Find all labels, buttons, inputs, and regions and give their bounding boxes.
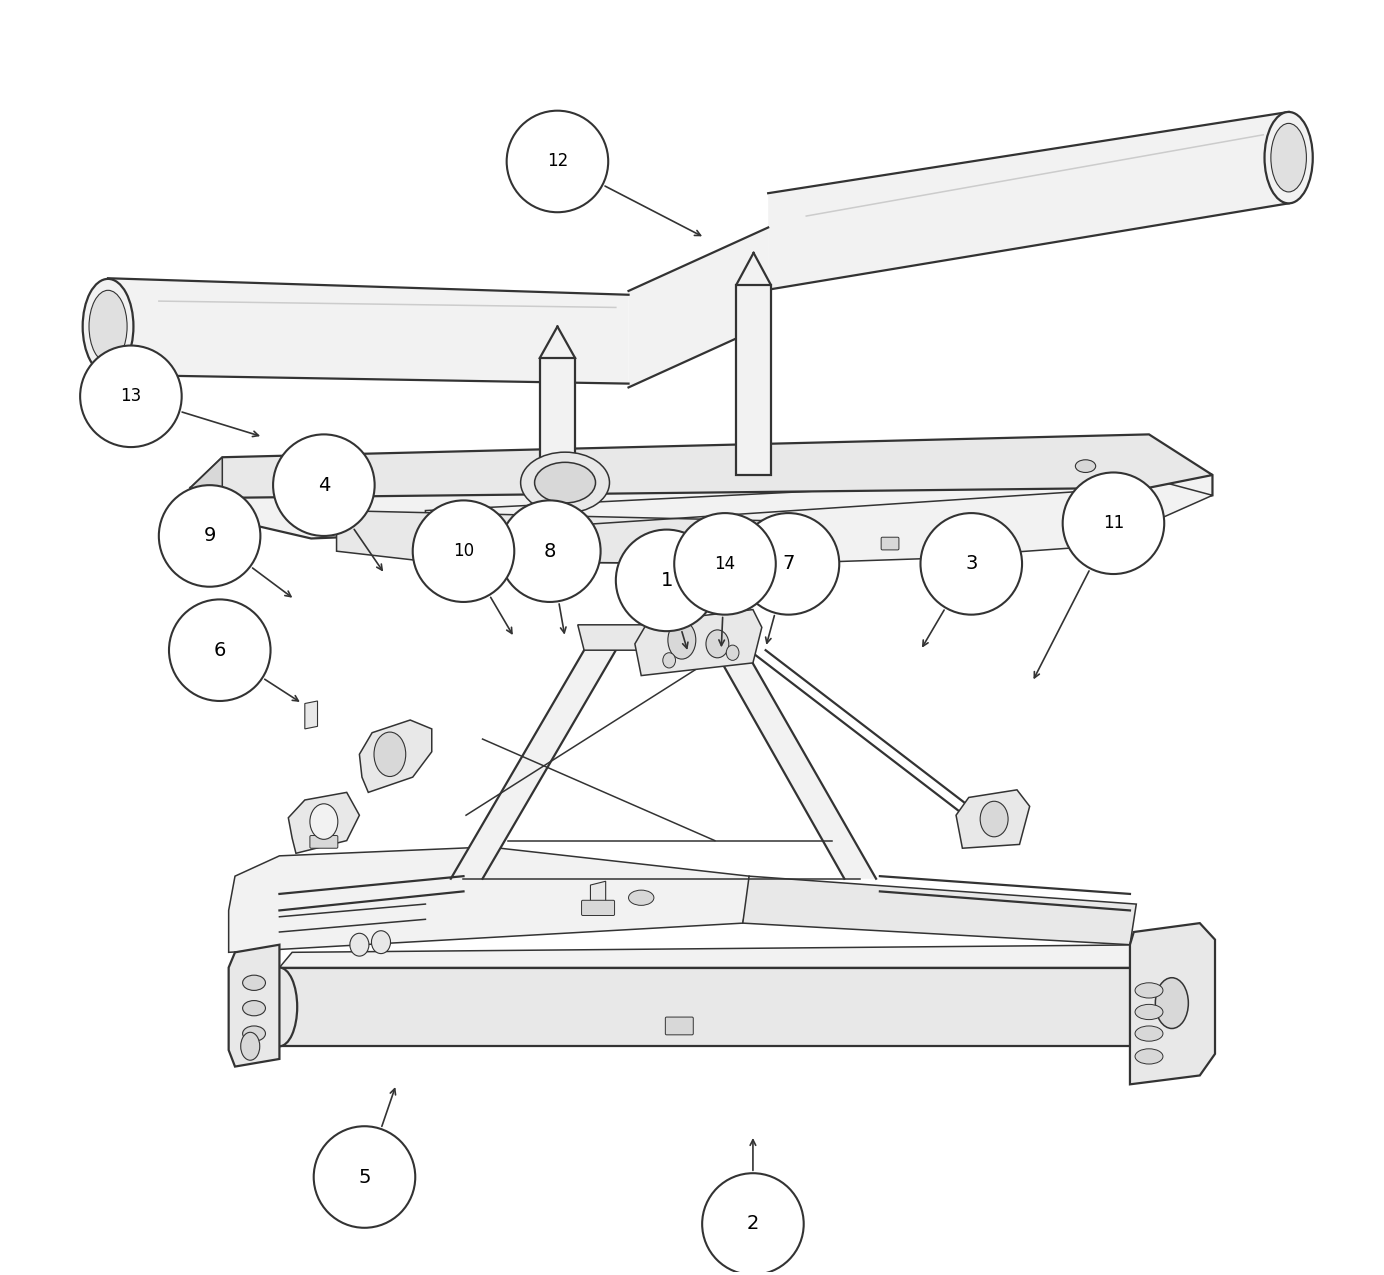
Text: 4: 4 bbox=[318, 476, 329, 495]
Text: 11: 11 bbox=[1103, 514, 1124, 532]
Ellipse shape bbox=[706, 630, 729, 658]
Polygon shape bbox=[425, 476, 1212, 564]
Ellipse shape bbox=[1265, 112, 1313, 203]
Ellipse shape bbox=[242, 1026, 266, 1042]
FancyBboxPatch shape bbox=[882, 537, 900, 550]
Ellipse shape bbox=[520, 453, 609, 513]
Polygon shape bbox=[280, 876, 464, 910]
Polygon shape bbox=[288, 792, 360, 853]
Polygon shape bbox=[451, 650, 616, 878]
Text: 3: 3 bbox=[965, 555, 977, 574]
Text: 14: 14 bbox=[714, 555, 735, 572]
Text: 10: 10 bbox=[453, 542, 475, 560]
FancyBboxPatch shape bbox=[310, 835, 338, 848]
Circle shape bbox=[738, 513, 839, 615]
Ellipse shape bbox=[89, 291, 127, 362]
Polygon shape bbox=[191, 435, 1212, 497]
Text: 8: 8 bbox=[544, 542, 556, 561]
Ellipse shape bbox=[242, 975, 266, 991]
Polygon shape bbox=[360, 720, 432, 792]
Polygon shape bbox=[108, 278, 628, 384]
Polygon shape bbox=[628, 227, 768, 388]
Polygon shape bbox=[1129, 923, 1215, 1084]
Ellipse shape bbox=[241, 1033, 260, 1061]
Polygon shape bbox=[228, 945, 280, 1067]
Circle shape bbox=[702, 1173, 804, 1275]
Circle shape bbox=[507, 111, 608, 212]
Ellipse shape bbox=[371, 931, 390, 954]
Ellipse shape bbox=[1271, 124, 1306, 193]
Ellipse shape bbox=[668, 621, 696, 659]
Ellipse shape bbox=[262, 968, 298, 1047]
Text: 5: 5 bbox=[358, 1168, 371, 1187]
Circle shape bbox=[412, 500, 515, 602]
Polygon shape bbox=[736, 284, 771, 476]
Polygon shape bbox=[336, 510, 768, 564]
Ellipse shape bbox=[1135, 1005, 1163, 1020]
Polygon shape bbox=[317, 812, 331, 843]
Polygon shape bbox=[540, 358, 576, 488]
Polygon shape bbox=[191, 458, 223, 510]
Circle shape bbox=[159, 486, 260, 586]
Ellipse shape bbox=[350, 933, 370, 956]
Ellipse shape bbox=[1075, 460, 1096, 473]
Circle shape bbox=[273, 435, 375, 536]
Circle shape bbox=[616, 529, 717, 631]
Circle shape bbox=[920, 513, 1021, 615]
Ellipse shape bbox=[242, 1001, 266, 1016]
FancyBboxPatch shape bbox=[666, 1017, 693, 1035]
Polygon shape bbox=[591, 881, 606, 910]
Ellipse shape bbox=[1156, 978, 1189, 1029]
Circle shape bbox=[169, 599, 270, 701]
Text: 6: 6 bbox=[213, 641, 226, 659]
Polygon shape bbox=[280, 945, 1161, 968]
Ellipse shape bbox=[980, 801, 1008, 836]
Ellipse shape bbox=[663, 653, 675, 668]
Ellipse shape bbox=[310, 803, 338, 839]
Ellipse shape bbox=[727, 645, 739, 660]
Ellipse shape bbox=[1135, 1049, 1163, 1065]
FancyBboxPatch shape bbox=[581, 900, 614, 915]
Polygon shape bbox=[280, 968, 1129, 1047]
Polygon shape bbox=[768, 112, 1289, 289]
Ellipse shape bbox=[83, 279, 133, 374]
Polygon shape bbox=[716, 650, 876, 878]
Polygon shape bbox=[191, 448, 1212, 538]
Polygon shape bbox=[577, 625, 756, 650]
Ellipse shape bbox=[1135, 1026, 1163, 1042]
Text: 2: 2 bbox=[747, 1215, 758, 1233]
Polygon shape bbox=[304, 701, 317, 729]
Circle shape bbox=[1063, 473, 1164, 574]
Text: 9: 9 bbox=[203, 527, 216, 546]
Text: 13: 13 bbox=[120, 388, 141, 405]
Polygon shape bbox=[228, 847, 749, 952]
Circle shape bbox=[80, 346, 181, 448]
Ellipse shape bbox=[374, 732, 406, 776]
Ellipse shape bbox=[628, 890, 653, 905]
Circle shape bbox=[674, 513, 776, 615]
Circle shape bbox=[500, 500, 601, 602]
Ellipse shape bbox=[534, 463, 595, 502]
Polygon shape bbox=[956, 789, 1030, 848]
Ellipse shape bbox=[1135, 983, 1163, 998]
Text: 1: 1 bbox=[660, 571, 673, 590]
Text: 12: 12 bbox=[547, 153, 567, 171]
Circle shape bbox=[314, 1126, 415, 1228]
Polygon shape bbox=[635, 609, 761, 676]
Text: 7: 7 bbox=[782, 555, 794, 574]
Polygon shape bbox=[743, 876, 1136, 945]
